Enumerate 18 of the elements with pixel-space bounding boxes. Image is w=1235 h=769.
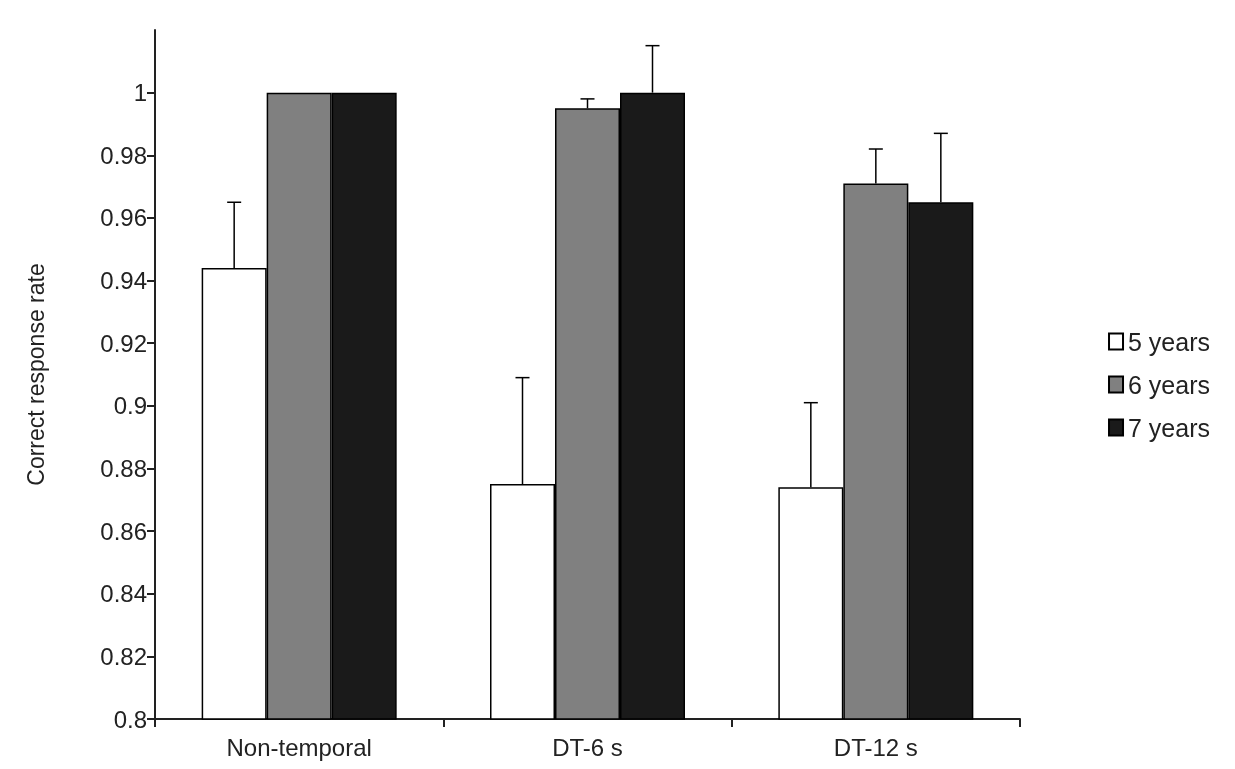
legend-label: 5 years (1128, 327, 1210, 356)
y-tick-label: 0.96 (100, 204, 147, 232)
legend-label: 6 years (1128, 370, 1210, 399)
y-tick-label: 0.9 (113, 392, 147, 420)
y-tick-label: 0.92 (100, 329, 147, 357)
y-tick-label: 1 (133, 79, 147, 107)
y-tick-label: 0.8 (113, 705, 147, 733)
x-tick-label: DT-6 s (552, 733, 623, 761)
y-tick-label: 0.98 (100, 141, 147, 169)
legend-label: 7 years (1128, 413, 1210, 442)
y-tick-label: 0.94 (100, 267, 147, 295)
y-tick-label: 0.82 (100, 642, 147, 670)
x-tick-label: DT-12 s (833, 733, 918, 761)
y-tick-label: 0.86 (100, 517, 147, 545)
y-tick-label: 0.88 (100, 454, 147, 482)
x-tick-label: Non-temporal (226, 733, 372, 761)
y-tick-label: 0.84 (100, 580, 147, 608)
y-axis-title: Correct response rate (22, 263, 49, 486)
